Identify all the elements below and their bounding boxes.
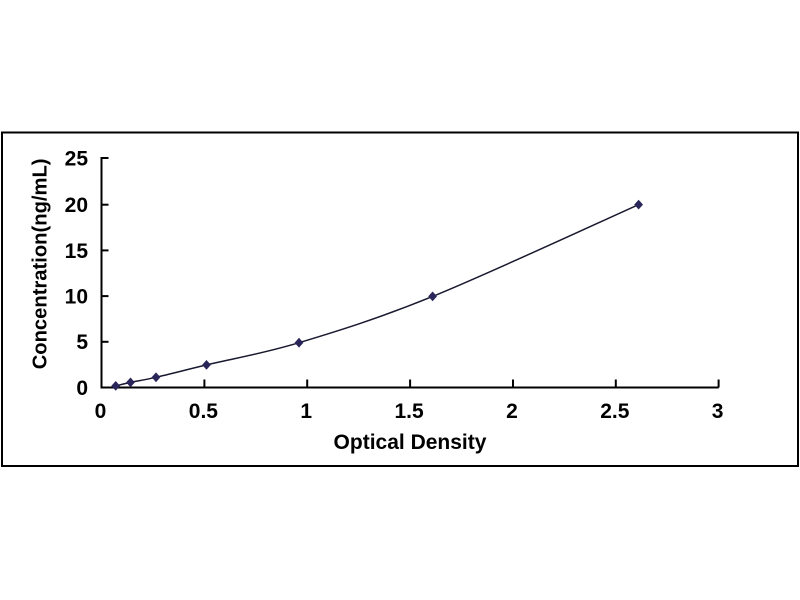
svg-text:25: 25 [65, 147, 89, 170]
svg-text:5: 5 [76, 331, 88, 354]
svg-text:0.5: 0.5 [189, 400, 219, 423]
svg-text:2: 2 [506, 400, 518, 423]
svg-text:2.5: 2.5 [600, 400, 630, 423]
svg-text:0: 0 [95, 400, 107, 423]
svg-text:3: 3 [712, 400, 724, 423]
svg-text:20: 20 [65, 194, 88, 217]
svg-text:15: 15 [65, 240, 89, 263]
svg-text:0: 0 [76, 377, 88, 400]
svg-text:Optical Density: Optical Density [334, 431, 487, 454]
svg-text:10: 10 [65, 286, 88, 309]
svg-text:1: 1 [300, 400, 312, 423]
svg-text:Concentration(ng/mL): Concentration(ng/mL) [29, 158, 51, 369]
svg-text:1.5: 1.5 [394, 400, 424, 423]
